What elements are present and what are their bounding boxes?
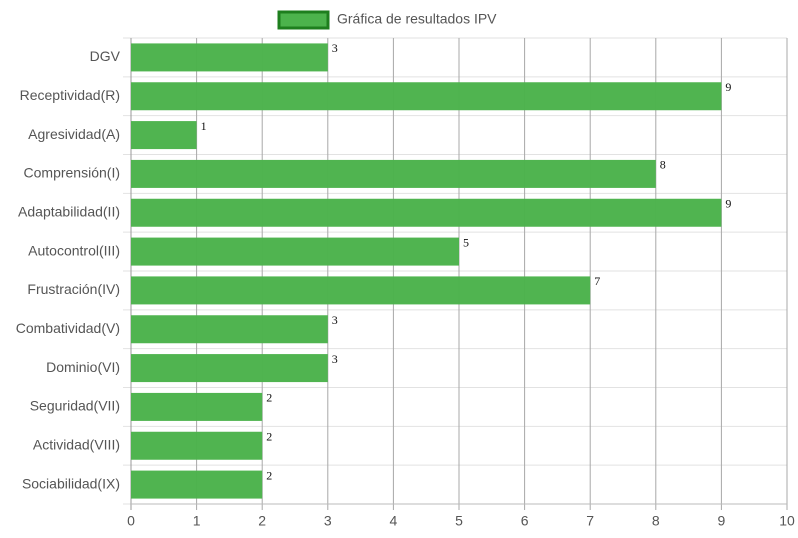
y-tick-label: Adaptabilidad(II) — [18, 203, 120, 219]
y-tick-label: Receptividad(R) — [20, 87, 120, 103]
bar — [131, 354, 328, 383]
value-label: 2 — [266, 430, 272, 444]
value-label: 5 — [463, 235, 469, 249]
value-label: 2 — [266, 391, 272, 405]
value-label: 1 — [201, 119, 207, 133]
y-tick-label: Agresividad(A) — [28, 126, 120, 142]
x-tick-label: 3 — [324, 513, 332, 529]
bar — [131, 315, 328, 344]
x-tick-label: 8 — [652, 513, 660, 529]
y-tick-label: DGV — [90, 48, 121, 64]
bar — [131, 237, 459, 266]
x-tick-label: 1 — [193, 513, 201, 529]
value-label: 9 — [725, 197, 731, 211]
bar — [131, 431, 263, 460]
x-tick-label: 9 — [718, 513, 726, 529]
bar — [131, 276, 591, 305]
y-tick-label: Seguridad(VII) — [30, 398, 120, 414]
x-tick-label: 6 — [521, 513, 529, 529]
y-tick-label: Frustración(IV) — [27, 281, 120, 297]
bar — [131, 121, 197, 150]
y-tick-label: Autocontrol(III) — [28, 242, 120, 258]
y-tick-label: Comprensión(I) — [24, 165, 120, 181]
bar — [131, 159, 656, 188]
legend-label: Gráfica de resultados IPV — [337, 11, 497, 27]
value-label: 3 — [332, 313, 338, 327]
x-tick-label: 2 — [258, 513, 266, 529]
value-label: 8 — [660, 158, 666, 172]
x-tick-label: 4 — [390, 513, 398, 529]
bar — [131, 43, 328, 72]
x-tick-label: 7 — [586, 513, 594, 529]
legend-swatch — [277, 10, 330, 30]
x-tick-label: 10 — [779, 513, 795, 529]
bar — [131, 470, 263, 499]
bar — [131, 392, 263, 421]
bar — [131, 82, 722, 111]
value-label: 3 — [332, 41, 338, 55]
value-label: 3 — [332, 352, 338, 366]
x-tick-label: 0 — [127, 513, 135, 529]
bar — [131, 198, 722, 227]
x-tick-label: 5 — [455, 513, 463, 529]
value-label: 9 — [725, 80, 731, 94]
y-tick-label: Combatividad(V) — [16, 320, 120, 336]
value-label: 2 — [266, 468, 272, 482]
y-tick-label: Sociabilidad(IX) — [22, 475, 120, 491]
y-tick-label: Dominio(VI) — [46, 359, 120, 375]
y-tick-label: Actividad(VIII) — [33, 436, 120, 452]
value-label: 7 — [594, 274, 600, 288]
